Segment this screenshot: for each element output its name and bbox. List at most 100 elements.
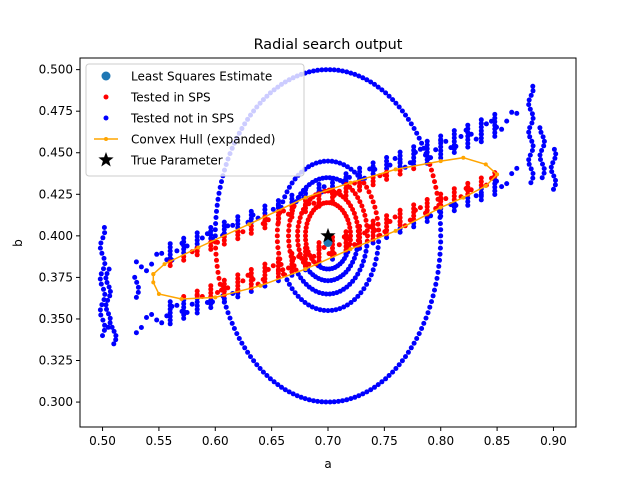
legend: Least Squares Estimate Tested in SPS Teste… — [85, 63, 305, 177]
point-not-in-sps — [319, 399, 325, 405]
point-in-sps — [384, 173, 390, 179]
point-in-sps — [343, 244, 349, 249]
point-not-in-sps — [219, 179, 224, 185]
point-in-sps — [280, 267, 286, 273]
point-in-sps — [248, 278, 254, 283]
series-tested-in-sps — [167, 162, 498, 300]
point-not-in-sps — [552, 182, 558, 188]
point-not-in-sps — [221, 299, 227, 305]
point-not-in-sps — [451, 204, 457, 210]
point-in-sps — [289, 207, 295, 213]
point-not-in-sps — [135, 284, 141, 290]
point-not-in-sps — [194, 303, 200, 309]
point-not-in-sps — [315, 398, 321, 404]
point-not-in-sps — [167, 314, 173, 319]
point-not-in-sps — [216, 190, 222, 196]
point-not-in-sps — [478, 190, 484, 196]
point-in-sps — [289, 214, 295, 220]
convex-hull-vertex — [151, 272, 156, 277]
point-not-in-sps — [254, 362, 260, 368]
point-not-in-sps — [194, 234, 200, 239]
point-not-in-sps — [97, 276, 103, 282]
point-not-in-sps — [335, 67, 341, 73]
point-not-in-sps — [106, 311, 111, 317]
point-not-in-sps — [289, 192, 295, 198]
point-in-sps — [221, 277, 227, 283]
point-not-in-sps — [438, 148, 444, 154]
point-not-in-sps — [275, 201, 281, 207]
point-not-in-sps — [260, 369, 266, 375]
point-not-in-sps — [411, 144, 417, 150]
point-not-in-sps — [352, 71, 358, 77]
point-not-in-sps — [100, 333, 105, 339]
point-in-sps — [359, 203, 365, 209]
point-not-in-sps — [275, 382, 281, 388]
point-not-in-sps — [271, 379, 277, 385]
point-not-in-sps — [414, 336, 420, 341]
point-not-in-sps — [279, 384, 284, 390]
point-in-sps — [275, 220, 281, 225]
point-in-sps — [347, 229, 353, 235]
y-tick-label: 0.350 — [39, 312, 73, 326]
point-in-sps — [316, 254, 322, 260]
point-not-in-sps — [167, 252, 173, 258]
point-not-in-sps — [438, 133, 444, 139]
point-in-sps — [343, 240, 349, 246]
point-not-in-sps — [478, 128, 484, 134]
point-not-in-sps — [433, 281, 439, 287]
point-not-in-sps — [235, 221, 241, 227]
point-not-in-sps — [355, 271, 361, 277]
point-in-sps — [296, 254, 302, 259]
point-not-in-sps — [208, 297, 214, 303]
point-not-in-sps — [306, 164, 312, 170]
point-not-in-sps — [333, 159, 339, 165]
point-not-in-sps — [296, 194, 302, 200]
y-tick-label: 0.475 — [39, 104, 73, 118]
point-not-in-sps — [465, 199, 471, 205]
point-not-in-sps — [149, 312, 155, 317]
point-not-in-sps — [539, 175, 545, 181]
point-in-sps — [286, 243, 292, 249]
y-tick-label: 0.300 — [39, 395, 73, 409]
point-not-in-sps — [437, 251, 443, 257]
point-in-sps — [303, 249, 308, 255]
point-not-in-sps — [386, 93, 392, 99]
point-not-in-sps — [526, 129, 532, 135]
point-not-in-sps — [384, 162, 390, 168]
point-not-in-sps — [527, 106, 533, 112]
point-not-in-sps — [465, 144, 471, 150]
point-not-in-sps — [331, 399, 337, 405]
point-not-in-sps — [103, 302, 109, 308]
point-not-in-sps — [379, 379, 385, 385]
point-not-in-sps — [343, 251, 349, 257]
y-tick-label: 0.375 — [39, 270, 73, 284]
point-not-in-sps — [465, 130, 471, 135]
point-not-in-sps — [438, 209, 444, 215]
point-not-in-sps — [438, 239, 444, 245]
point-in-sps — [303, 198, 308, 204]
point-not-in-sps — [528, 92, 534, 98]
point-not-in-sps — [352, 169, 357, 175]
point-not-in-sps — [492, 119, 498, 125]
point-not-in-sps — [329, 307, 335, 313]
point-not-in-sps — [101, 266, 106, 272]
point-in-sps — [465, 188, 471, 194]
point-in-sps — [304, 221, 310, 227]
point-in-sps — [194, 288, 200, 294]
point-not-in-sps — [451, 139, 457, 144]
point-not-in-sps — [553, 177, 558, 183]
point-not-in-sps — [251, 358, 257, 364]
series-markers — [320, 227, 336, 247]
x-tick-label: 0.80 — [427, 434, 454, 448]
point-in-sps — [295, 228, 301, 234]
point-not-in-sps — [306, 69, 312, 75]
point-not-in-sps — [526, 102, 532, 108]
point-not-in-sps — [356, 393, 362, 399]
convex-hull-vertex — [303, 267, 308, 272]
point-not-in-sps — [221, 223, 227, 229]
point-not-in-sps — [438, 213, 444, 219]
point-in-sps — [438, 191, 444, 197]
point-not-in-sps — [105, 324, 111, 330]
point-not-in-sps — [396, 104, 402, 110]
point-not-in-sps — [392, 156, 398, 161]
